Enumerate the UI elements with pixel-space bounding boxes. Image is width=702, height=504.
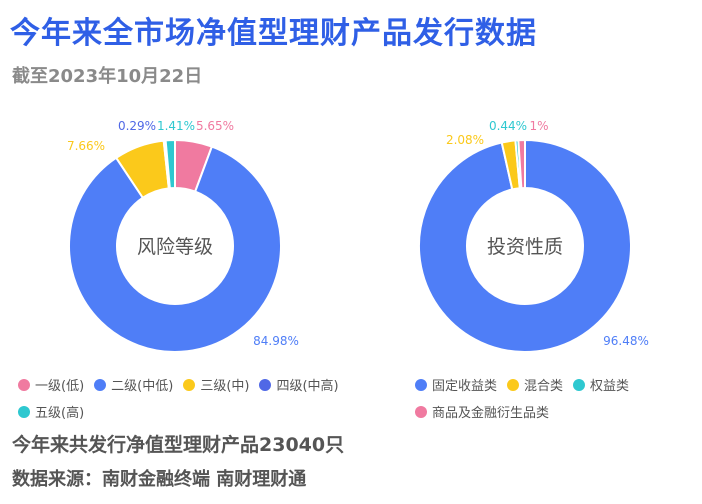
- legend-label: 二级(中低): [111, 379, 174, 394]
- legend-dot-icon: [259, 378, 272, 391]
- slice-label-2: 0.44%: [489, 119, 527, 133]
- source-text: 数据来源：南财金融终端 南财理财通: [12, 469, 307, 490]
- center-label: 风险等级: [137, 236, 213, 258]
- legend-label: 四级(中高): [276, 379, 339, 394]
- slice-3: [517, 138, 526, 190]
- legend-item: 固定收益类: [415, 375, 497, 394]
- slice-label-1: 2.08%: [446, 133, 484, 147]
- legend-dot-icon: [94, 378, 107, 391]
- slice-label-1: 84.98%: [253, 334, 299, 348]
- slice-label-4: 1.41%: [157, 119, 195, 133]
- legend-investment-type: 固定收益类 混合类 权益类商品及金融衍生品类: [415, 375, 700, 421]
- page-subtitle: 截至2023年10月22日: [12, 66, 203, 87]
- summary-text: 今年来共发行净值型理财产品23040只: [12, 434, 345, 456]
- legend-item: 四级(中高): [259, 375, 339, 394]
- legend-label: 五级(高): [35, 406, 85, 421]
- slice-label-0: 5.65%: [196, 119, 234, 133]
- legend-item: 权益类: [573, 375, 629, 394]
- legend-item: 商品及金融衍生品类: [415, 402, 549, 421]
- legend-label: 固定收益类: [432, 379, 498, 394]
- legend-dot-icon: [18, 405, 30, 418]
- legend-risk-level: 一级(低) 二级(中低) 三级(中) 四级(中高) 五级(高): [18, 375, 348, 421]
- center-label: 投资性质: [487, 236, 563, 258]
- legend-dot-icon: [507, 378, 520, 391]
- legend-label: 权益类: [590, 379, 630, 394]
- legend-label: 一级(低): [35, 379, 85, 394]
- legend-label: 混合类: [524, 379, 564, 394]
- legend-item: 五级(高): [18, 402, 84, 421]
- legend-item: 二级(中低): [94, 375, 173, 394]
- slice-label-3: 1%: [529, 119, 548, 133]
- legend-item: 一级(低): [18, 375, 84, 394]
- donut-chart-risk-level: 5.65% 84.98% 7.66% 0.29% 1.41% 风险等级: [67, 119, 299, 353]
- legend-dot-icon: [183, 378, 196, 391]
- slice-label-2: 7.66%: [67, 139, 105, 153]
- slice-0: [418, 138, 632, 353]
- legend-item: 混合类: [507, 375, 563, 394]
- legend-label: 商品及金融衍生品类: [432, 406, 550, 421]
- slice-label-3: 0.29%: [118, 119, 156, 133]
- donut-chart-investment-type: 96.48% 2.08% 0.44% 1% 投资性质: [418, 119, 649, 353]
- legend-item: 三级(中): [183, 375, 249, 394]
- legend-dot-icon: [415, 405, 427, 418]
- slice-4: [164, 138, 176, 190]
- page-title: 今年来全市场净值型理财产品发行数据: [10, 16, 537, 51]
- legend-dot-icon: [18, 378, 30, 391]
- slice-1: [68, 145, 282, 353]
- slice-label-0: 96.48%: [603, 334, 649, 348]
- legend-label: 三级(中): [200, 379, 250, 394]
- legend-dot-icon: [415, 378, 427, 391]
- legend-dot-icon: [573, 378, 586, 391]
